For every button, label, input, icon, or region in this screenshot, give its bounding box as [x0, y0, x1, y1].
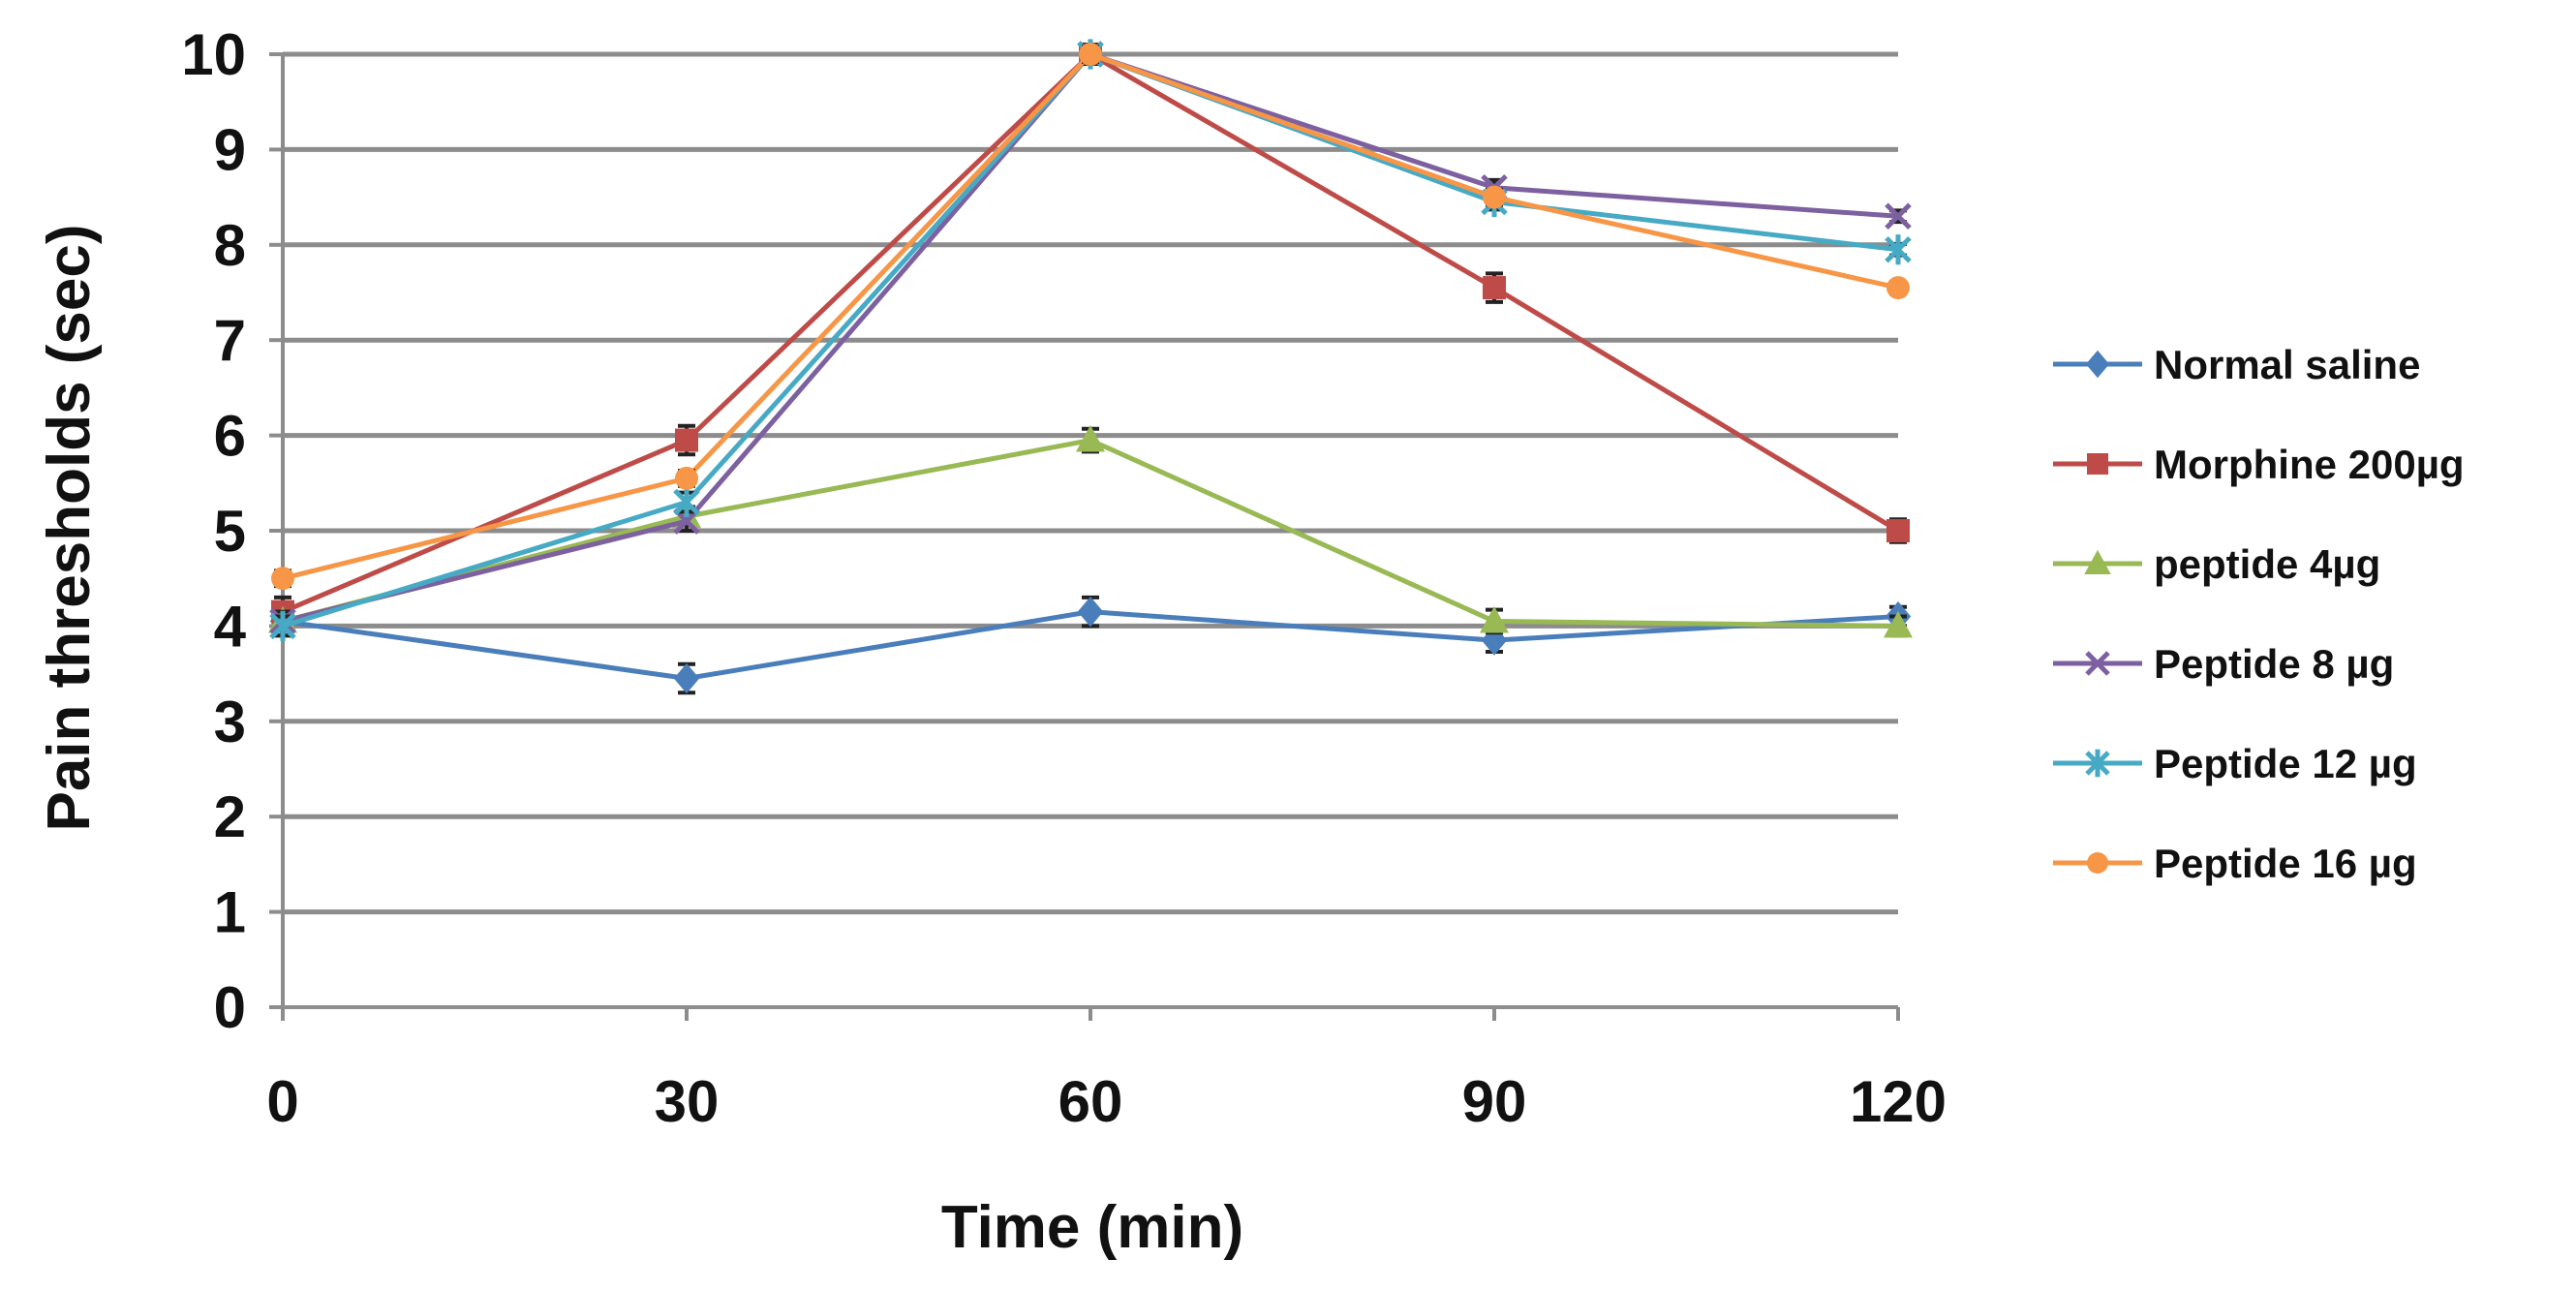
- x-tick-label-60: 60: [1058, 1069, 1123, 1134]
- series-2-point-90: [1483, 276, 1506, 300]
- legend-marker-6: [2087, 852, 2108, 874]
- series-6-point-60: [1079, 43, 1102, 66]
- y-axis-title: Pain thresholds (sec): [36, 224, 103, 831]
- legend-label-6: Peptide 16 µg: [2154, 841, 2417, 886]
- y-tick-label-7: 7: [214, 308, 246, 373]
- series-2-point-30: [675, 428, 698, 452]
- legend-item-1: Normal saline: [2053, 342, 2420, 387]
- x-tick-label-90: 90: [1462, 1069, 1527, 1134]
- series-5-point-30: [673, 486, 700, 518]
- x-axis-title: Time (min): [941, 1194, 1243, 1261]
- series-6-point-90: [1483, 185, 1506, 209]
- legend-item-2: Morphine 200µg: [2053, 442, 2465, 487]
- series-6-point-30: [675, 466, 698, 490]
- legend-marker-3: [2084, 549, 2111, 574]
- series-6-line: [282, 51, 1899, 581]
- y-tick-label-3: 3: [214, 690, 246, 754]
- legend-label-4: Peptide 8 µg: [2154, 641, 2394, 687]
- y-tick-label-0: 0: [214, 975, 246, 1040]
- y-tick-label-4: 4: [214, 594, 247, 659]
- legend-label-5: Peptide 12 µg: [2154, 741, 2417, 786]
- legend-marker-4: [2085, 651, 2110, 676]
- series-5-point-120: [1885, 234, 1912, 265]
- y-tick-label-6: 6: [214, 404, 246, 469]
- legend-label-3: peptide 4µg: [2154, 541, 2380, 587]
- legend-item-4: Peptide 8 µg: [2053, 641, 2394, 687]
- legend-marker-1: [2085, 350, 2110, 379]
- gridlines: [283, 51, 1898, 915]
- series-3-point-90: [1480, 605, 1509, 633]
- series-4-point-120: [1885, 202, 1912, 230]
- y-tick-label-9: 9: [214, 117, 246, 182]
- series-6-point-0: [271, 567, 294, 591]
- y-tick-label-8: 8: [214, 213, 246, 278]
- y-tick-label-1: 1: [214, 880, 246, 945]
- legend-item-5: Peptide 12 µg: [2053, 741, 2417, 786]
- x-tick-label-30: 30: [655, 1069, 720, 1134]
- series-5-point-0: [269, 610, 296, 641]
- x-tick-label-0: 0: [266, 1069, 298, 1134]
- legend-item-6: Peptide 16 µg: [2053, 841, 2417, 886]
- tick-labels: 0 1 2 3 4 5 6 7 8 9 10 0 30 60 90 120: [181, 22, 1947, 1134]
- legend: Normal saline Morphine 200µg peptide 4µg Pe…: [2053, 342, 2465, 886]
- series-3-point-60: [1076, 424, 1105, 452]
- x-tick-label-120: 120: [1850, 1069, 1947, 1134]
- y-tick-label-10: 10: [181, 22, 246, 87]
- series-3-point-120: [1884, 610, 1913, 638]
- series-4-point-120-stroke-b: [1885, 202, 1912, 230]
- series-2-line: [282, 51, 1900, 614]
- series-1-point-60: [1077, 597, 1104, 628]
- y-tick-label-2: 2: [214, 784, 246, 849]
- legend-label-2: Morphine 200µg: [2154, 442, 2465, 487]
- series-6: [271, 43, 1910, 591]
- series-2-point-120: [1886, 519, 1910, 542]
- axes: [269, 52, 1900, 1021]
- legend-item-3: peptide 4µg: [2053, 541, 2380, 587]
- series-1-point-30: [673, 662, 700, 694]
- series-6-point-120: [1886, 276, 1910, 300]
- series-layer: [268, 39, 1913, 695]
- legend-label-1: Normal saline: [2154, 342, 2420, 387]
- legend-marker-4-stroke-b: [2085, 651, 2110, 676]
- legend-marker-2: [2087, 453, 2108, 475]
- y-tick-label-5: 5: [214, 499, 246, 564]
- series-1: [269, 595, 1912, 695]
- legend-marker-5: [2085, 749, 2110, 778]
- series-2: [271, 43, 1910, 629]
